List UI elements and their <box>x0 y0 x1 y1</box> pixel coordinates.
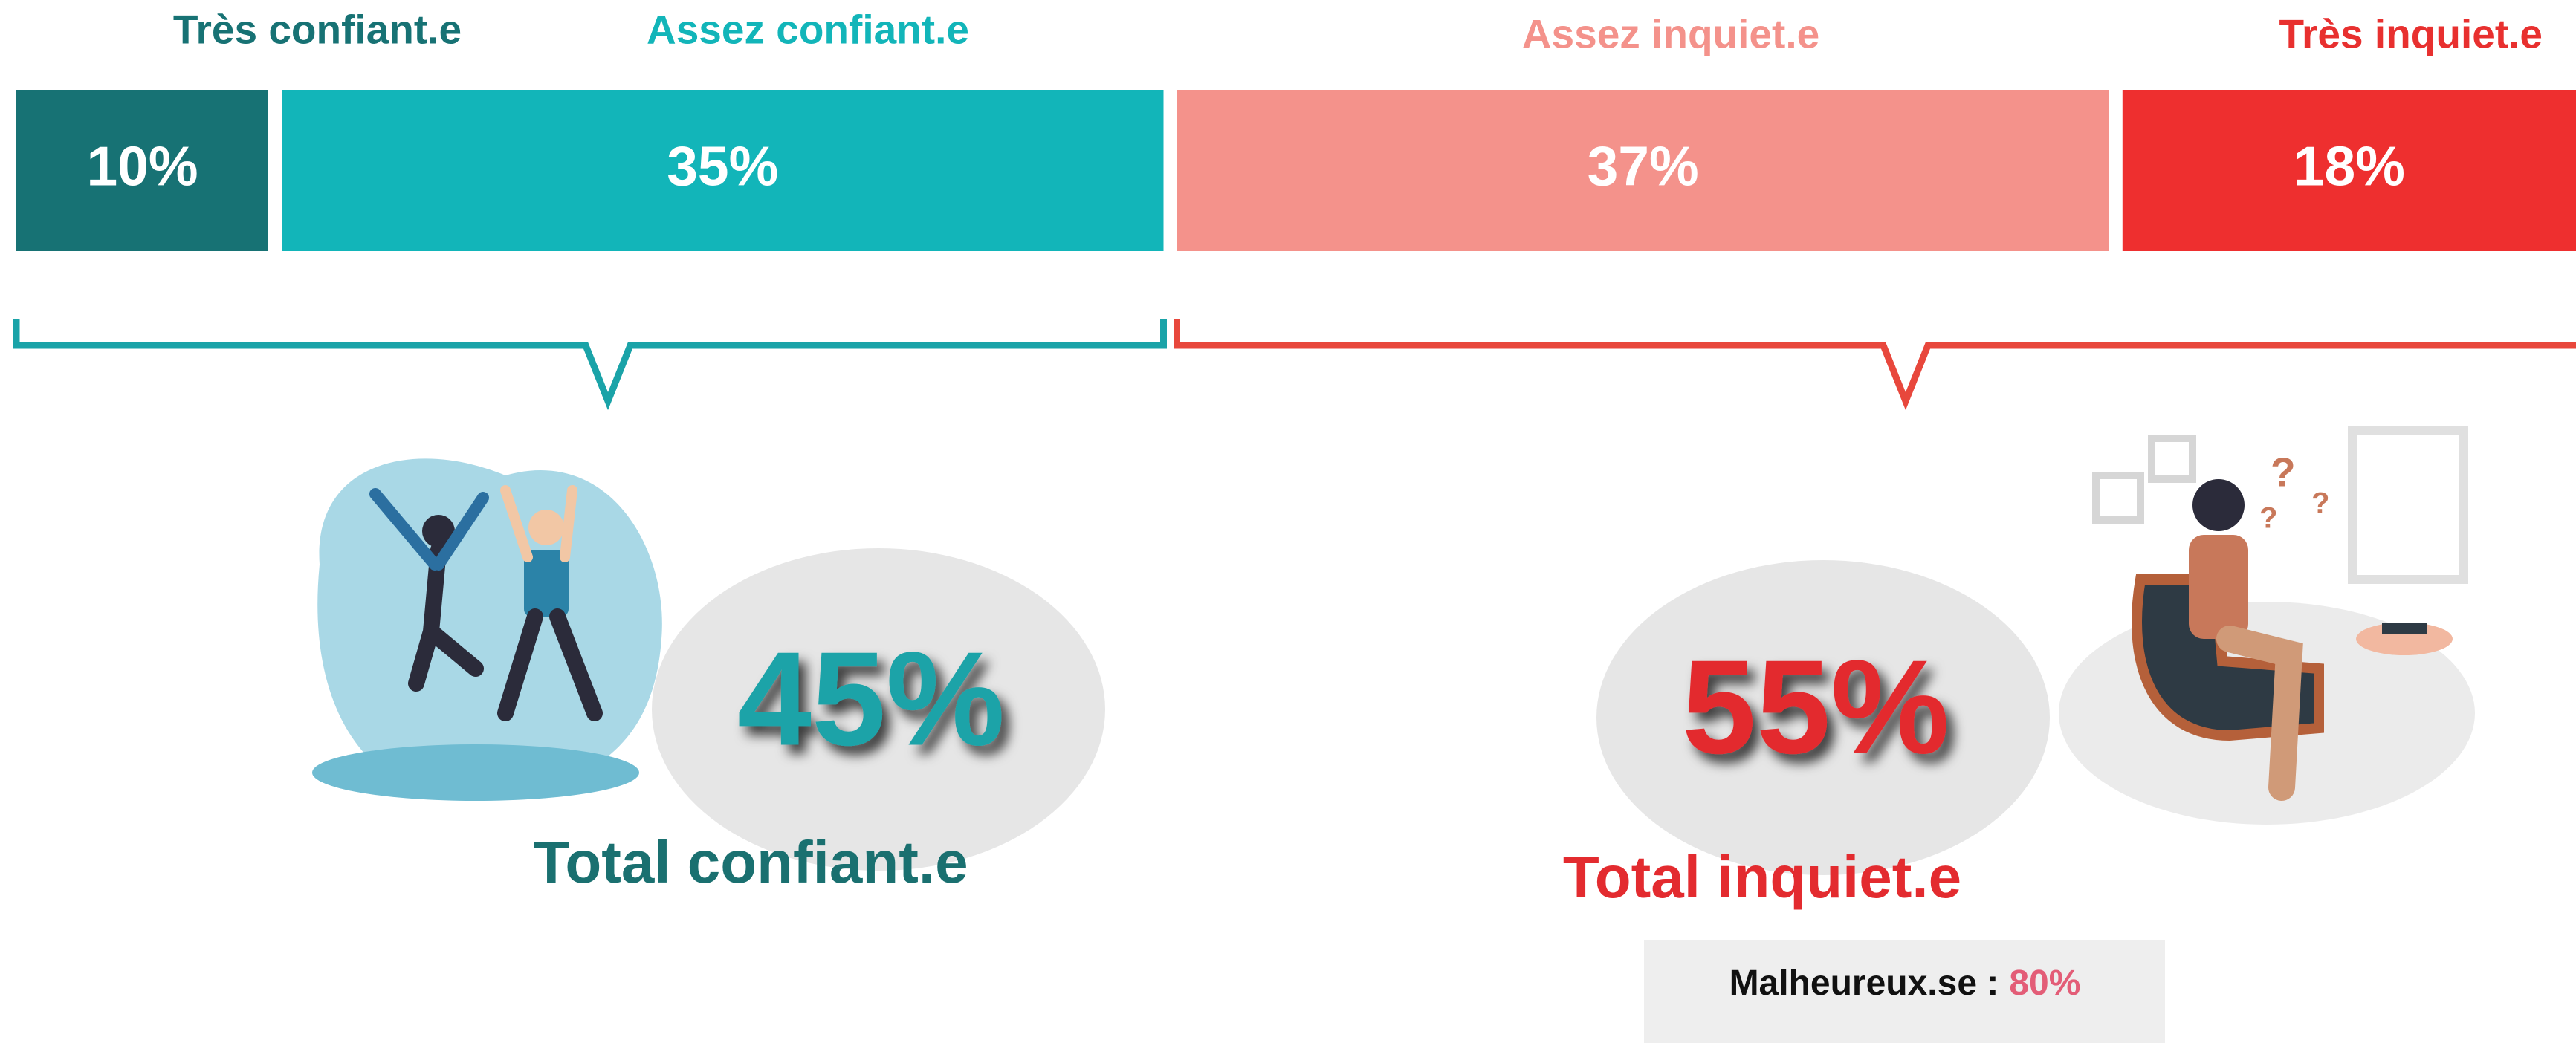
total-label: Total confiant.e <box>533 829 968 895</box>
note-value: 80% <box>2009 964 2080 1003</box>
note: Malheureux.se : 80% <box>1729 964 2081 1003</box>
total-value: 55% <box>1682 633 1949 782</box>
value-label: 37% <box>1588 134 1699 197</box>
bar-segment <box>1177 90 2109 251</box>
value-label: 10% <box>86 134 198 197</box>
value-label: 35% <box>667 134 778 197</box>
total-ellipse <box>1596 560 2050 875</box>
illustration-worry: ? ? ? <box>2059 426 2475 825</box>
question-mark: ? <box>2271 449 2296 495</box>
bracket <box>13 319 1167 411</box>
note-box <box>1644 940 2165 1043</box>
bar-segment <box>282 90 1164 251</box>
note-label: Malheureux.se : <box>1729 964 1999 1003</box>
total-label: Total inquiet.e <box>1563 844 1961 910</box>
value-label: 18% <box>2294 134 2405 197</box>
bar-segment <box>2122 90 2576 251</box>
legend-label: Assez confiant.e <box>647 7 969 53</box>
illustration-joy <box>312 458 662 801</box>
legend-label: Très confiant.e <box>173 7 462 53</box>
legend-label: Assez inquiet.e <box>1522 11 1819 57</box>
bracket <box>1174 319 2576 411</box>
legend-label: Très inquiet.e <box>2279 11 2543 57</box>
total-value: 45% <box>737 625 1005 774</box>
question-mark: ? <box>2311 487 2329 520</box>
bar-segment <box>16 90 268 251</box>
question-mark: ? <box>2259 502 2277 535</box>
total-ellipse <box>652 548 1105 871</box>
